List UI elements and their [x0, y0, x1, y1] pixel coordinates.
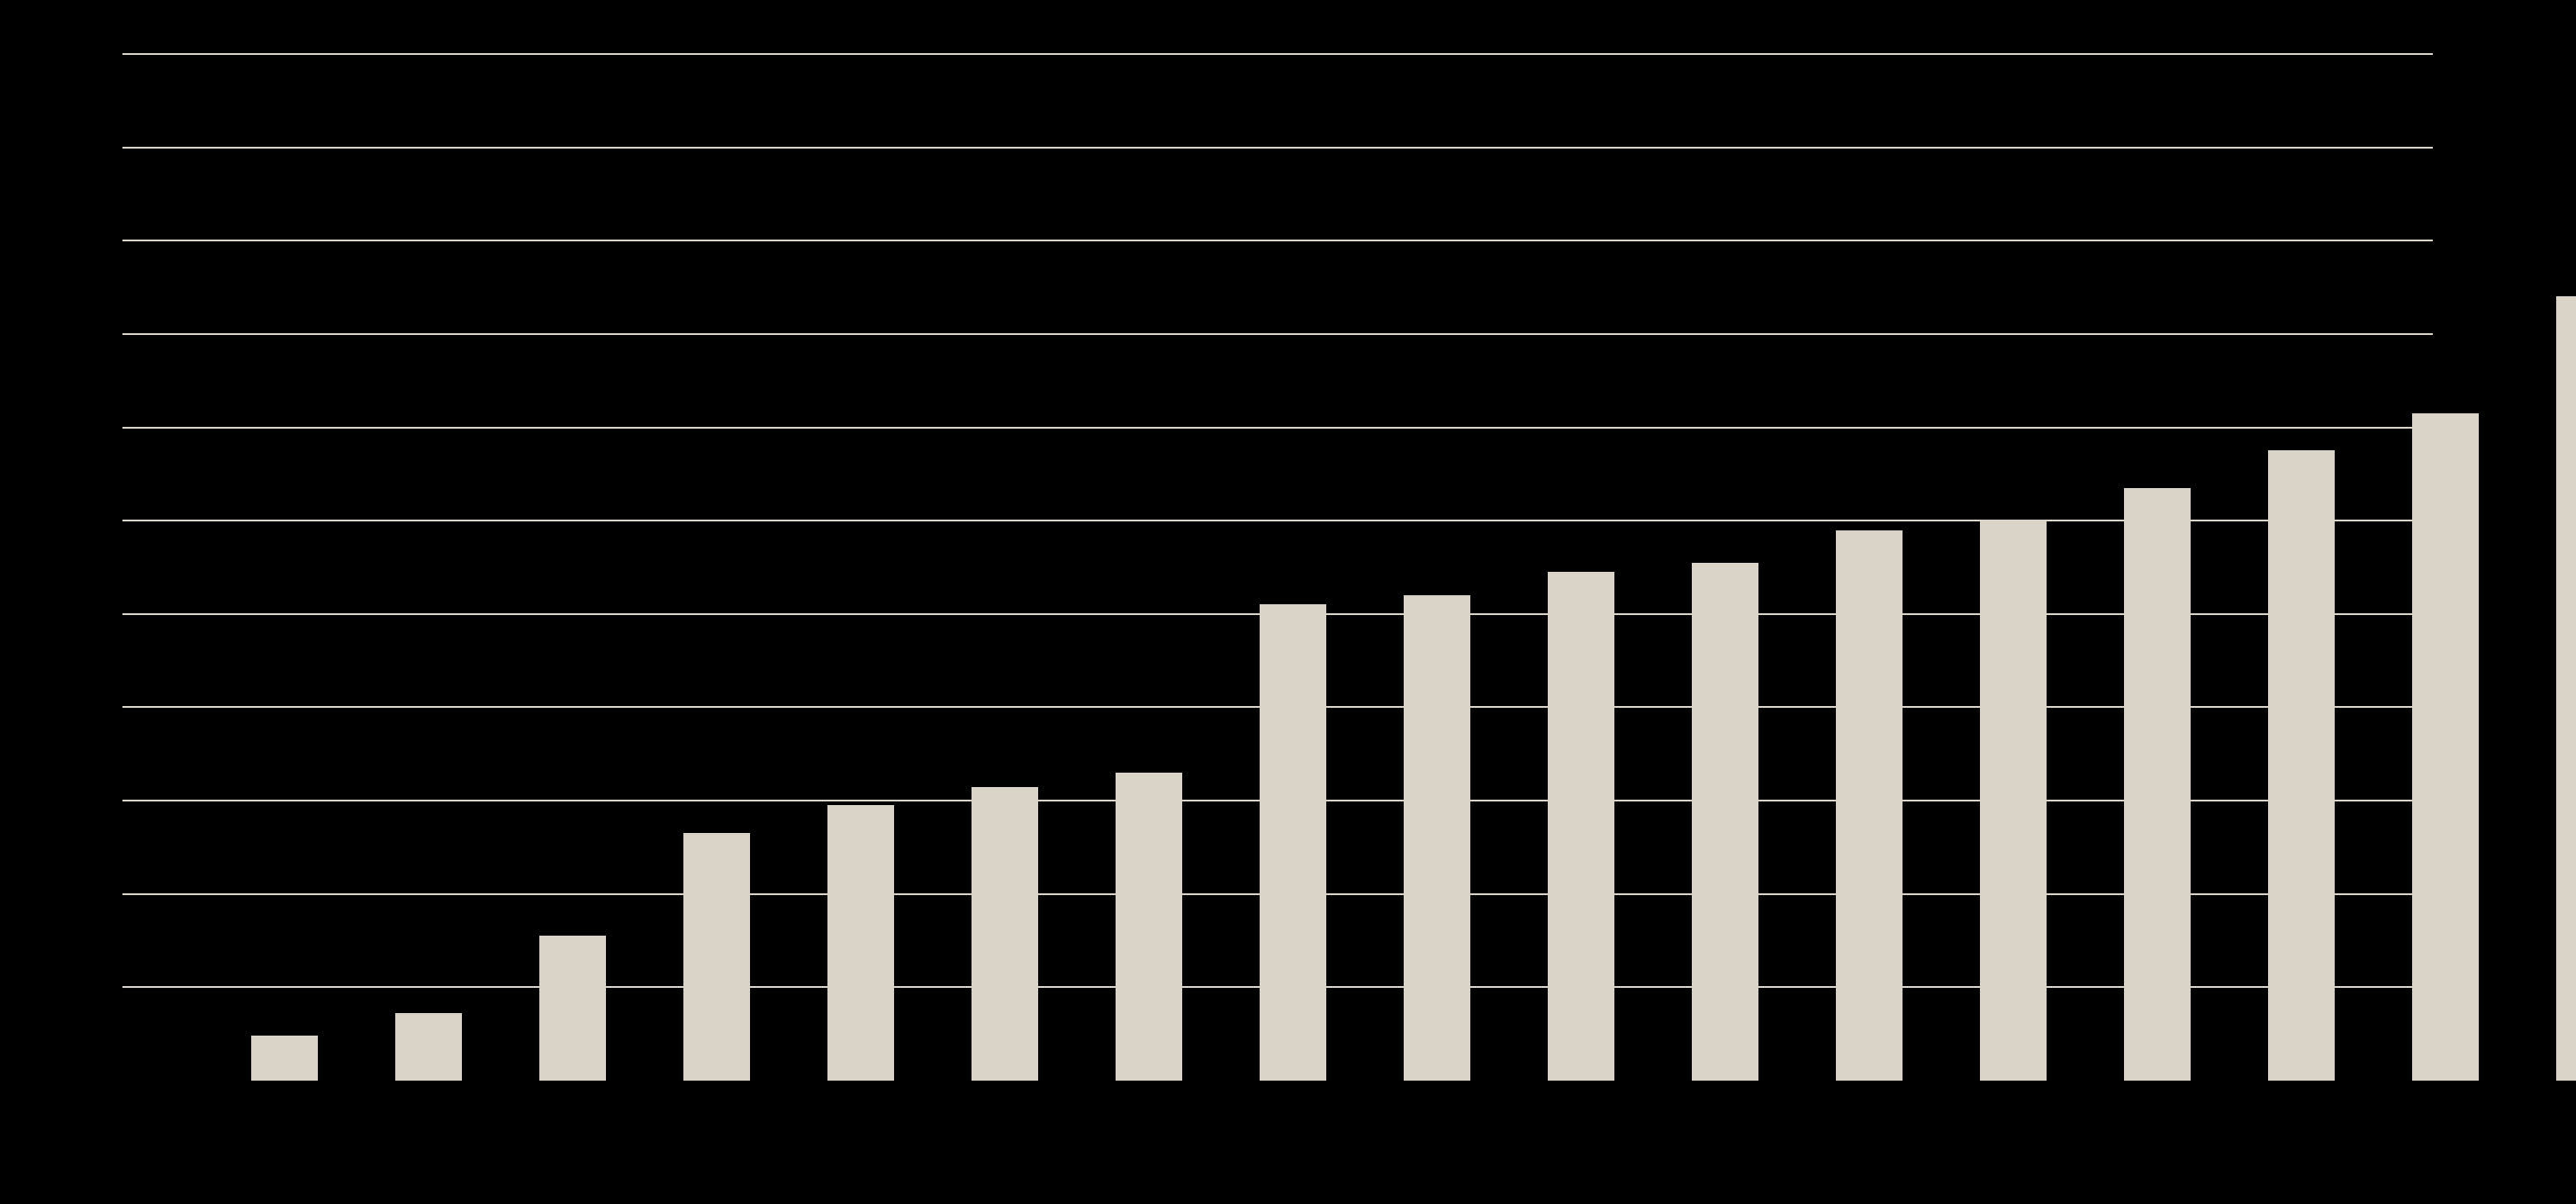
bar: [539, 936, 606, 1081]
gridline: [122, 53, 2433, 55]
bar: [1116, 773, 1182, 1081]
bar: [972, 787, 1038, 1081]
bar: [2268, 450, 2335, 1081]
gridline: [122, 240, 2433, 241]
bar: [2556, 296, 2576, 1081]
bar: [2412, 413, 2479, 1081]
gridline: [122, 147, 2433, 149]
gridline: [122, 427, 2433, 429]
bar: [1836, 530, 1903, 1081]
bar: [395, 1013, 462, 1081]
bar: [683, 833, 750, 1081]
bar: [1548, 572, 1614, 1081]
bar: [251, 1036, 318, 1081]
gridline: [122, 520, 2433, 521]
gridline: [122, 333, 2433, 335]
bar: [2124, 488, 2191, 1081]
chart-stage: [0, 0, 2576, 1204]
bar: [1692, 563, 1758, 1081]
bar: [1980, 521, 2047, 1081]
bar: [827, 805, 894, 1081]
bar: [1260, 604, 1326, 1081]
bar: [1404, 595, 1470, 1081]
